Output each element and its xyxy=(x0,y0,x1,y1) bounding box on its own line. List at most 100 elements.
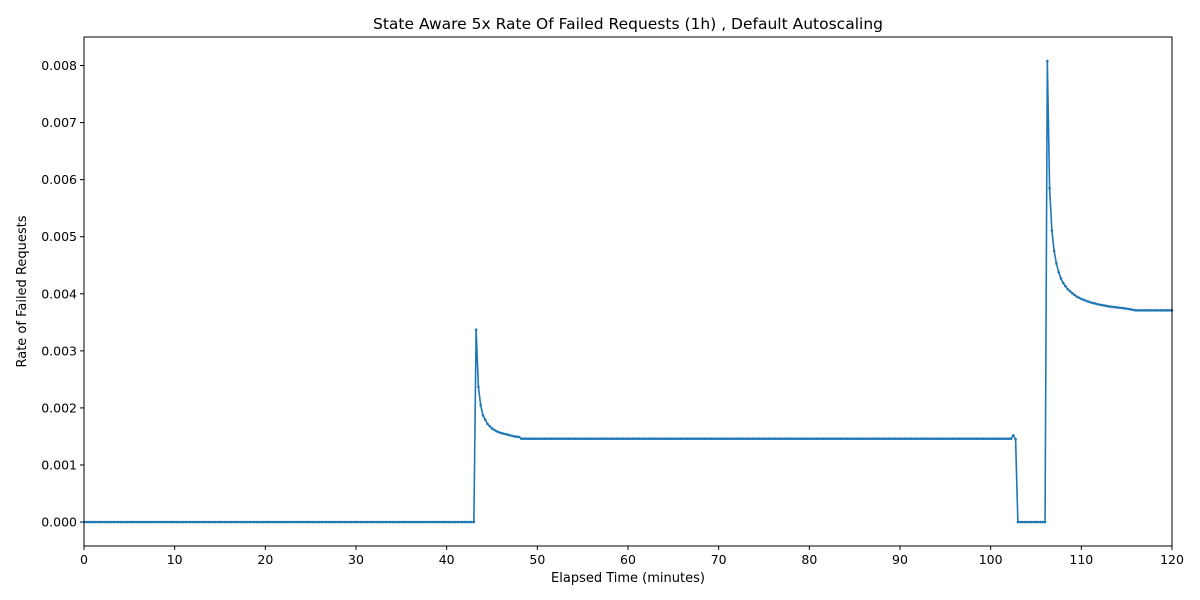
data-point xyxy=(449,520,453,524)
data-point xyxy=(517,435,521,439)
data-point xyxy=(1152,309,1156,312)
data-point xyxy=(239,520,242,524)
y-tick-label: 0.008 xyxy=(41,58,77,73)
data-point xyxy=(107,520,111,524)
data-point xyxy=(168,520,172,524)
data-point xyxy=(674,437,677,441)
data-point xyxy=(685,437,689,441)
chart-title: State Aware 5x Rate Of Failed Requests (… xyxy=(373,15,883,33)
data-point xyxy=(996,437,999,441)
data-point xyxy=(882,437,886,441)
data-point xyxy=(721,437,725,441)
data-point xyxy=(368,520,371,524)
data-point xyxy=(540,437,544,441)
data-point xyxy=(808,437,811,441)
data-point xyxy=(1034,520,1038,524)
data-point xyxy=(1132,308,1135,312)
data-point xyxy=(431,520,435,524)
data-point xyxy=(982,437,986,441)
data-point xyxy=(1005,437,1008,441)
data-point xyxy=(672,437,675,441)
data-point xyxy=(889,437,893,441)
data-point xyxy=(171,520,174,524)
data-point xyxy=(1084,299,1088,302)
data-point xyxy=(443,520,446,524)
data-point xyxy=(608,437,612,441)
data-point xyxy=(719,437,723,441)
data-point xyxy=(801,437,804,441)
data-point xyxy=(563,437,566,441)
data-point xyxy=(177,520,181,524)
data-point xyxy=(581,437,584,441)
data-point xyxy=(531,437,535,441)
data-point xyxy=(1018,520,1022,524)
data-point xyxy=(545,437,548,441)
data-point xyxy=(134,520,138,524)
data-point xyxy=(690,437,693,441)
data-point xyxy=(175,520,179,524)
data-point xyxy=(613,437,616,441)
data-point xyxy=(642,437,646,441)
data-point xyxy=(950,437,954,441)
data-point xyxy=(526,437,530,441)
data-point xyxy=(438,520,442,524)
data-point xyxy=(354,520,358,524)
data-point xyxy=(957,437,961,441)
data-point xyxy=(547,437,550,441)
data-point xyxy=(1064,284,1067,288)
y-tick-label: 0.005 xyxy=(41,229,77,244)
data-point xyxy=(932,437,936,441)
data-point xyxy=(710,437,714,441)
data-point xyxy=(502,432,505,435)
data-point xyxy=(422,520,426,524)
data-point xyxy=(1166,309,1169,312)
data-point xyxy=(762,437,766,441)
x-tick-label: 30 xyxy=(348,552,364,567)
data-point xyxy=(987,437,990,441)
data-point xyxy=(746,437,750,441)
data-point xyxy=(214,520,217,524)
data-point xyxy=(819,437,822,441)
data-point xyxy=(506,433,510,437)
data-point xyxy=(356,520,360,524)
data-point xyxy=(277,520,281,524)
data-point xyxy=(166,520,170,524)
data-point xyxy=(499,431,503,435)
data-point xyxy=(651,437,655,441)
data-point xyxy=(579,437,582,441)
data-point xyxy=(245,520,249,524)
data-point xyxy=(724,437,727,441)
data-point xyxy=(486,422,489,426)
y-axis-label: Rate of Failed Requests xyxy=(15,215,30,367)
data-point xyxy=(925,437,929,441)
data-point xyxy=(576,437,580,441)
data-point xyxy=(1068,289,1072,293)
data-point xyxy=(291,520,294,524)
data-point xyxy=(554,437,557,441)
data-point xyxy=(445,520,448,524)
data-point xyxy=(1046,59,1049,63)
data-point xyxy=(162,520,165,524)
data-point xyxy=(730,437,734,441)
data-point xyxy=(900,437,904,441)
data-point xyxy=(298,520,301,524)
data-point xyxy=(592,437,596,441)
data-point xyxy=(477,385,480,389)
data-point xyxy=(152,520,156,524)
data-point xyxy=(1157,309,1160,312)
data-point xyxy=(264,520,267,524)
data-point xyxy=(497,430,501,434)
data-point xyxy=(776,437,779,441)
data-point xyxy=(633,437,637,441)
data-point xyxy=(946,437,949,441)
data-point xyxy=(1093,302,1097,305)
data-point xyxy=(1120,306,1124,310)
data-point xyxy=(536,437,539,441)
data-point xyxy=(345,520,349,524)
data-point xyxy=(812,437,816,441)
data-point xyxy=(817,437,820,441)
data-point xyxy=(572,437,575,441)
data-point xyxy=(855,437,859,441)
data-point xyxy=(137,520,140,524)
data-point xyxy=(279,520,283,524)
